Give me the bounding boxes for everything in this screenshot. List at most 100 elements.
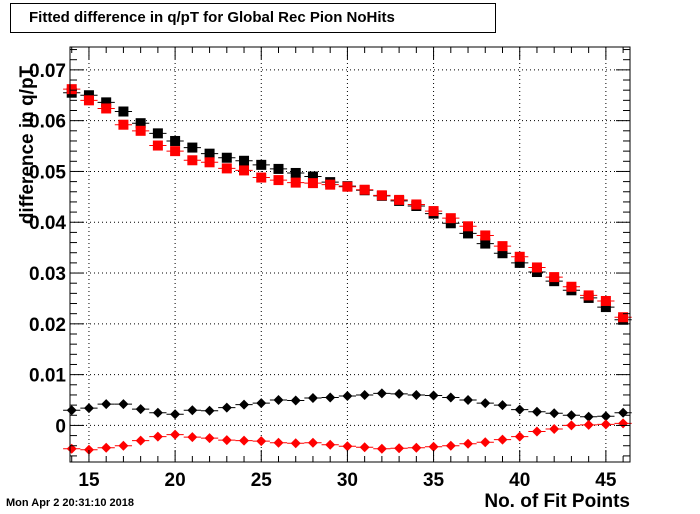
diamond-marker <box>221 435 232 446</box>
square-marker <box>118 119 129 130</box>
data-markers <box>66 84 629 455</box>
diamond-marker <box>101 442 112 453</box>
diamond-marker <box>359 442 370 453</box>
diamond-marker <box>187 405 198 416</box>
diamond-marker <box>101 399 112 410</box>
diamond-marker <box>239 399 250 410</box>
square-marker <box>83 90 94 101</box>
square-marker <box>83 95 94 106</box>
diamond-marker <box>325 392 336 403</box>
square-marker <box>221 152 232 163</box>
y-tick-label: 0 <box>55 416 66 437</box>
diamond-marker <box>566 420 577 431</box>
diamond-marker <box>531 426 542 437</box>
square-marker <box>359 184 370 195</box>
square-marker <box>497 248 508 259</box>
diamond-marker <box>66 443 77 454</box>
square-marker <box>239 165 250 176</box>
diamond-marker <box>549 408 560 419</box>
y-tick-label: 0.07 <box>29 61 66 82</box>
diamond-marker <box>445 392 456 403</box>
square-marker <box>290 177 301 188</box>
y-tick-label: 0.05 <box>29 162 66 183</box>
diamond-marker <box>325 439 336 450</box>
square-marker <box>376 190 387 201</box>
y-axis-label: difference in q/pT <box>17 65 38 225</box>
diamond-marker <box>342 441 353 452</box>
diamond-marker <box>307 437 318 448</box>
square-marker <box>480 238 491 249</box>
diamond-marker <box>480 437 491 448</box>
square-marker <box>325 179 336 190</box>
diamond-marker <box>514 404 525 415</box>
diamond-marker <box>66 405 77 416</box>
square-marker <box>187 155 198 166</box>
diamond-marker <box>152 407 163 418</box>
square-marker <box>463 221 474 232</box>
diamond-marker <box>376 388 387 399</box>
square-marker <box>600 295 611 306</box>
square-marker <box>307 171 318 182</box>
square-marker <box>170 146 181 157</box>
square-marker <box>170 135 181 146</box>
diamond-marker <box>428 441 439 452</box>
diamond-marker <box>411 442 422 453</box>
diamond-marker <box>221 402 232 413</box>
diamond-marker <box>307 392 318 403</box>
diamond-marker <box>187 432 198 443</box>
diamond-marker <box>83 403 94 414</box>
diamond-marker <box>376 443 387 454</box>
square-marker <box>497 241 508 252</box>
square-marker <box>394 194 405 205</box>
square-marker <box>514 257 525 268</box>
square-marker <box>273 163 284 174</box>
diamond-marker <box>256 398 267 409</box>
square-marker <box>428 206 439 217</box>
diamond-marker <box>204 433 215 444</box>
square-marker <box>101 97 112 108</box>
square-marker <box>549 272 560 283</box>
diamond-marker <box>411 389 422 400</box>
diamond-marker <box>549 423 560 434</box>
square-marker <box>618 312 629 323</box>
axes <box>69 46 631 463</box>
diamond-marker <box>359 389 370 400</box>
diamond-marker <box>290 395 301 406</box>
square-marker <box>342 181 353 192</box>
diamond-marker <box>118 440 129 451</box>
diamond-marker <box>204 405 215 416</box>
diamond-marker <box>170 409 181 420</box>
plot-area <box>70 47 630 462</box>
x-tick-label: 45 <box>595 470 617 491</box>
x-tick-label: 20 <box>165 470 186 491</box>
y-tick-label: 0.06 <box>29 112 66 133</box>
x-tick-label: 30 <box>337 470 358 491</box>
diamond-marker <box>394 388 405 399</box>
square-marker <box>152 128 163 139</box>
y-tick-label: 0.02 <box>29 315 66 336</box>
square-marker <box>135 118 146 129</box>
square-marker <box>152 140 163 151</box>
square-marker <box>307 178 318 189</box>
square-marker <box>600 302 611 313</box>
diamond-marker <box>152 431 163 442</box>
square-marker <box>463 228 474 239</box>
diamond-marker <box>600 411 611 422</box>
square-marker <box>411 199 422 210</box>
square-marker <box>583 290 594 301</box>
diamond-marker <box>600 419 611 430</box>
x-tick-label: 35 <box>423 470 445 491</box>
square-marker <box>239 155 250 166</box>
diamond-marker <box>428 390 439 401</box>
grid-lines <box>70 47 630 462</box>
square-marker <box>256 172 267 183</box>
square-marker <box>221 163 232 174</box>
diamond-marker <box>342 390 353 401</box>
x-tick-label: 25 <box>251 470 273 491</box>
square-marker <box>531 262 542 273</box>
diamond-marker <box>170 429 181 440</box>
diamond-marker <box>583 411 594 422</box>
diamond-marker <box>463 395 474 406</box>
x-axis-label: No. of Fit Points <box>484 491 630 512</box>
